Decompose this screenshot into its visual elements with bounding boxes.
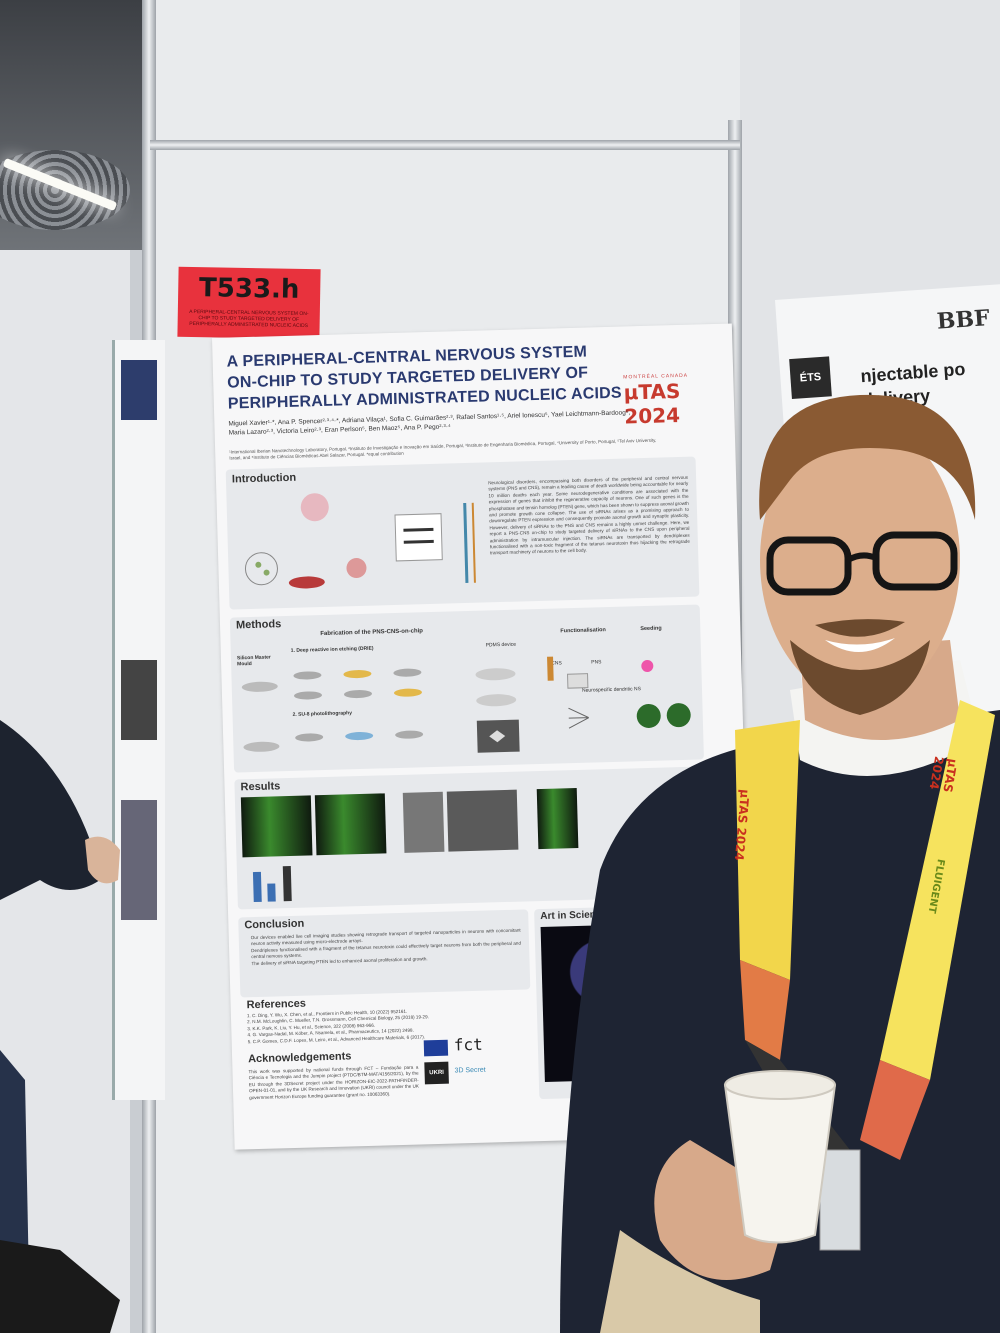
side-poster: [112, 340, 165, 1100]
board-frame-pole: [150, 140, 740, 150]
introduction-diagram: [244, 493, 476, 589]
research-poster: A PERIPHERAL-CENTRAL NERVOUS SYSTEM ON-C…: [212, 323, 755, 1150]
methods-diagram: [241, 656, 691, 753]
